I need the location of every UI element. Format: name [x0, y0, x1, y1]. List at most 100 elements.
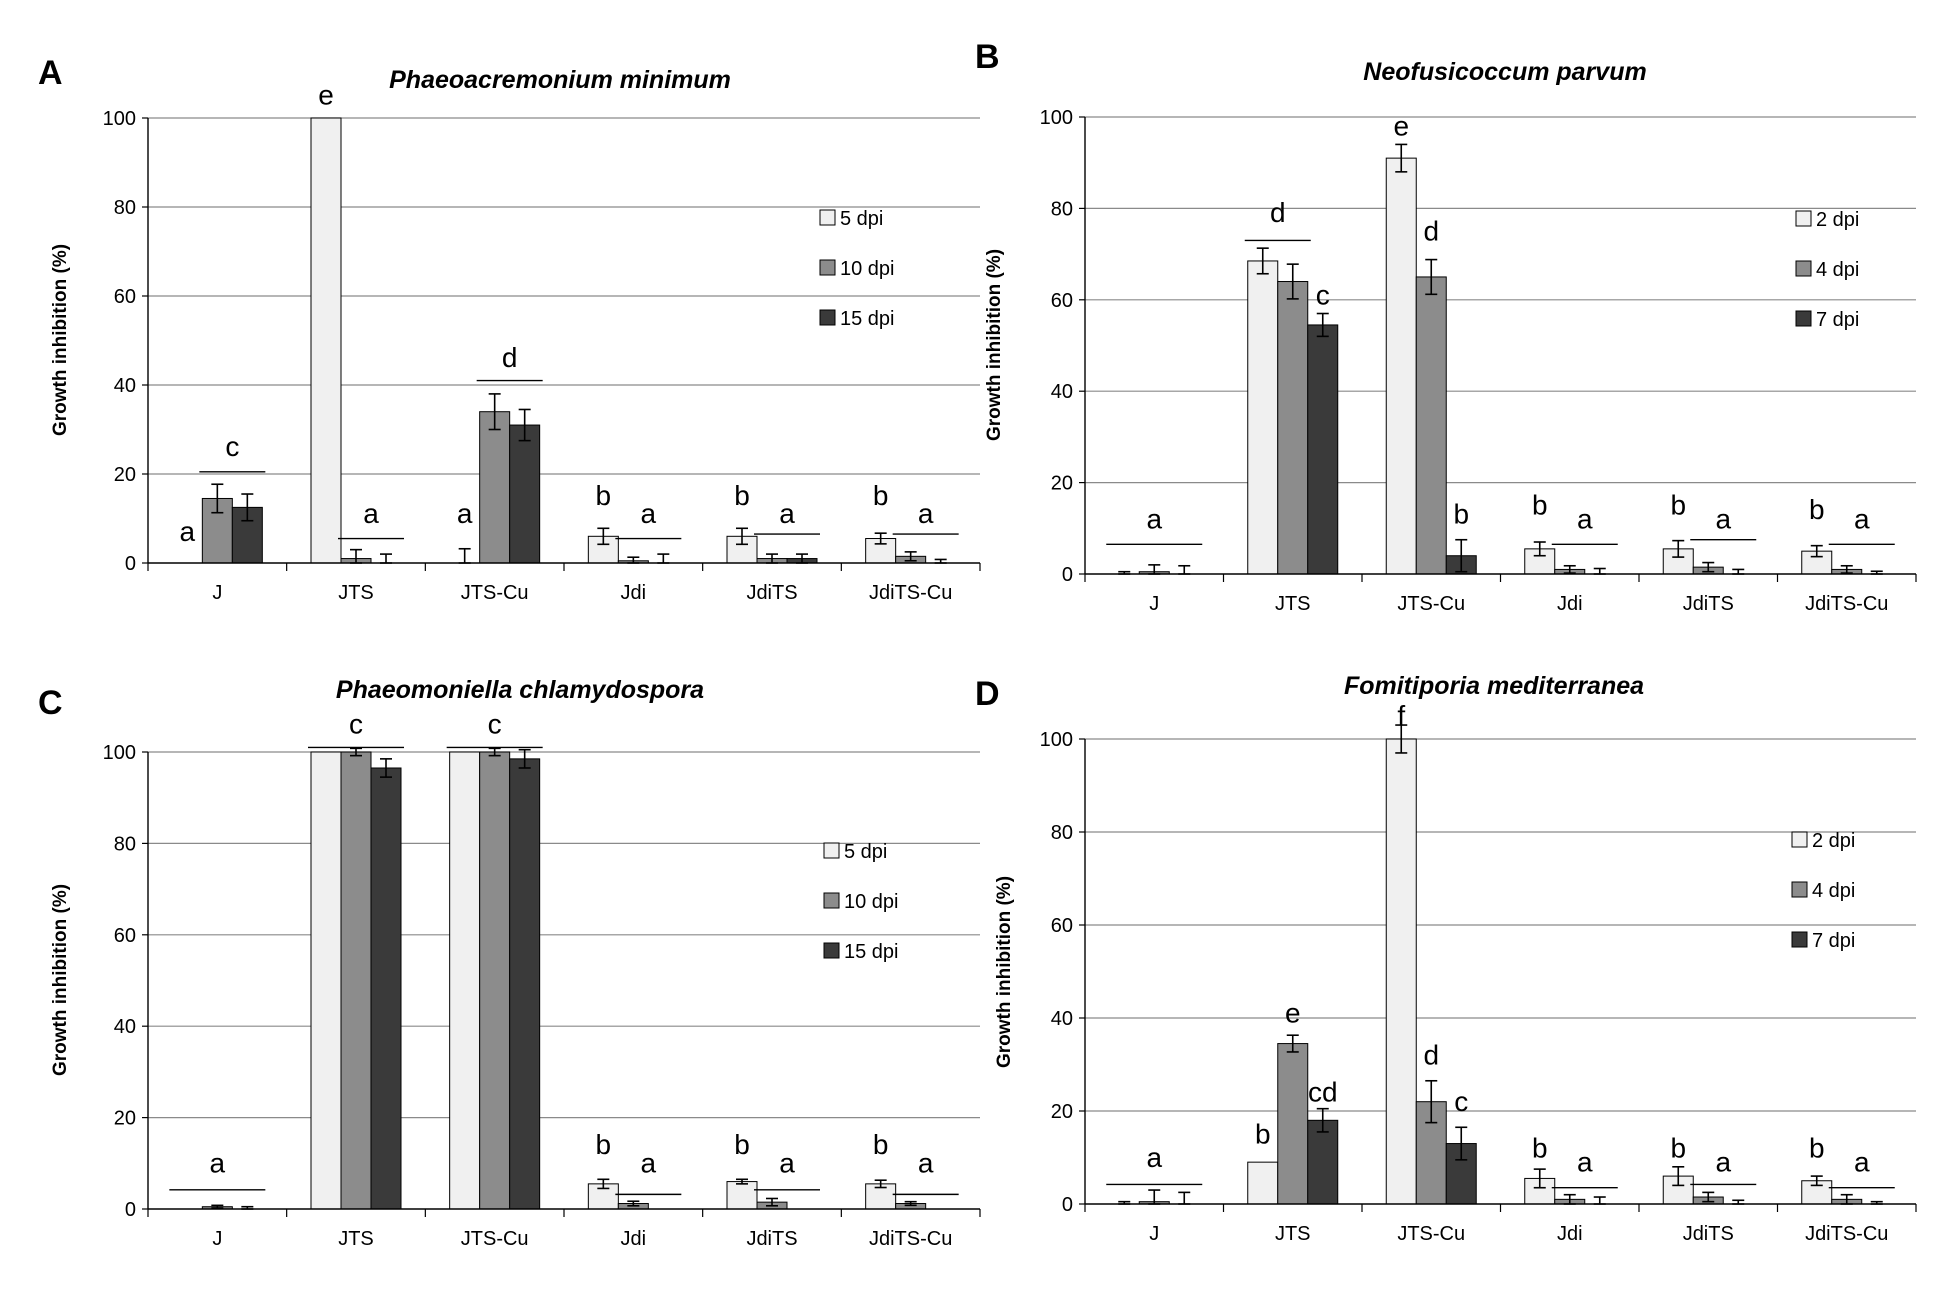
y-tick-label: 60	[1051, 290, 1073, 312]
significance-letter: a	[1854, 1146, 1870, 1177]
legend-swatch	[819, 259, 836, 276]
significance-letter: a	[180, 516, 196, 547]
y-tick-label: 0	[1062, 564, 1073, 586]
legend-swatch	[823, 892, 840, 909]
significance-letter: e	[1393, 110, 1409, 141]
significance-letter: d	[502, 342, 518, 373]
x-tick-label: JTS	[338, 1228, 374, 1250]
legend-swatch	[1795, 210, 1812, 227]
significance-letter: b	[1670, 490, 1686, 521]
y-tick-label: 20	[1051, 473, 1073, 495]
significance-letter: a	[1146, 503, 1162, 534]
legend-swatch	[823, 842, 840, 859]
y-axis-label: Growth inhibition (%)	[994, 876, 1015, 1068]
bar	[479, 411, 511, 564]
y-tick-label: 100	[103, 742, 136, 764]
significance-letter: b	[1532, 490, 1548, 521]
y-tick-label: 0	[125, 1199, 136, 1221]
significance-letter: a	[641, 498, 657, 529]
chart-panel-b: B Neofusicoccum parvum 0 20 40 60 80 100 Growth …	[975, 38, 1917, 615]
x-tick-label: J	[212, 1228, 222, 1250]
y-tick-label: 20	[114, 464, 136, 486]
x-tick-label: J	[1149, 1223, 1159, 1245]
significance-letter: b	[1809, 494, 1825, 525]
x-tick-label: JdiTS	[1683, 1223, 1734, 1245]
bar	[1247, 1161, 1279, 1205]
legend-swatch	[1791, 881, 1808, 898]
bar	[509, 758, 541, 1210]
bar	[1277, 1043, 1309, 1205]
legend-swatch	[823, 942, 840, 959]
significance-letter: b	[873, 1129, 889, 1160]
significance-letter: a	[779, 498, 795, 529]
legend-swatch	[1791, 831, 1808, 848]
significance-letter: c	[1316, 279, 1330, 310]
bar	[1415, 276, 1447, 575]
legend-label: 7 dpi	[1816, 309, 1859, 331]
y-tick-label: 20	[1051, 1101, 1073, 1123]
significance-letter: a	[1146, 1142, 1162, 1173]
bar	[340, 751, 372, 1210]
chart-title: Phaeomoniella chlamydospora	[336, 676, 704, 704]
legend-label: 4 dpi	[1816, 259, 1859, 281]
legend-label: 2 dpi	[1816, 209, 1859, 231]
legend-label: 2 dpi	[1812, 830, 1855, 852]
significance-letter: c	[488, 709, 502, 740]
significance-letter: a	[918, 1147, 934, 1178]
x-tick-label: JTS-Cu	[461, 582, 529, 604]
y-axis-label: Growth inhibition (%)	[50, 244, 71, 436]
significance-letter: f	[1397, 700, 1405, 731]
significance-letter: b	[734, 1129, 750, 1160]
significance-letter: b	[1453, 499, 1469, 530]
x-tick-label: JdiTS-Cu	[1805, 593, 1888, 615]
bar	[1385, 157, 1417, 575]
significance-letter: b	[596, 1129, 612, 1160]
significance-letter: e	[1285, 998, 1301, 1029]
x-tick-label: JTS	[1275, 1223, 1311, 1245]
y-tick-label: 80	[1051, 198, 1073, 220]
significance-letter: b	[1532, 1133, 1548, 1164]
significance-letter: c	[225, 431, 239, 462]
significance-letter: a	[1715, 1146, 1731, 1177]
x-tick-label: JdiTS	[746, 1228, 797, 1250]
significance-letter: a	[210, 1147, 226, 1178]
panel-letter: B	[975, 38, 1000, 76]
significance-letter: d	[1270, 197, 1286, 228]
bar	[726, 1181, 758, 1210]
legend-label: 7 dpi	[1812, 930, 1855, 952]
x-tick-label: J	[1149, 593, 1159, 615]
legend-label: 5 dpi	[844, 841, 887, 863]
y-tick-label: 20	[114, 1108, 136, 1130]
chart-panel-a: A Phaeoacremonium minimum 0 20 40 60 80 100 Grow…	[38, 54, 981, 604]
significance-letter: a	[1854, 503, 1870, 534]
bar	[1385, 738, 1417, 1205]
bar	[479, 751, 511, 1210]
y-tick-label: 60	[114, 925, 136, 947]
y-tick-label: 80	[114, 197, 136, 219]
bar	[310, 117, 342, 564]
significance-letter: a	[1577, 503, 1593, 534]
x-tick-label: J	[212, 582, 222, 604]
y-tick-label: 100	[103, 108, 136, 130]
y-tick-label: 60	[114, 286, 136, 308]
y-tick-label: 0	[125, 553, 136, 575]
significance-letter: d	[1423, 1040, 1439, 1071]
chart-title: Fomitiporia mediterranea	[1344, 672, 1644, 700]
significance-letter: d	[1423, 215, 1439, 246]
significance-letter: c	[1454, 1086, 1468, 1117]
legend-swatch	[1795, 260, 1812, 277]
significance-letter: b	[1255, 1119, 1271, 1150]
legend-swatch	[819, 309, 836, 326]
x-tick-label: Jdi	[1557, 1223, 1583, 1245]
y-tick-label: 40	[1051, 381, 1073, 403]
chart-title: Neofusicoccum parvum	[1363, 58, 1646, 86]
bar	[370, 767, 402, 1210]
x-tick-label: JTS	[1275, 593, 1311, 615]
panel-letter: C	[38, 684, 63, 722]
significance-letter: a	[363, 498, 379, 529]
y-tick-label: 40	[1051, 1008, 1073, 1030]
significance-letter: c	[349, 709, 363, 740]
legend-label: 15 dpi	[844, 941, 899, 963]
significance-letter: cd	[1308, 1077, 1338, 1108]
